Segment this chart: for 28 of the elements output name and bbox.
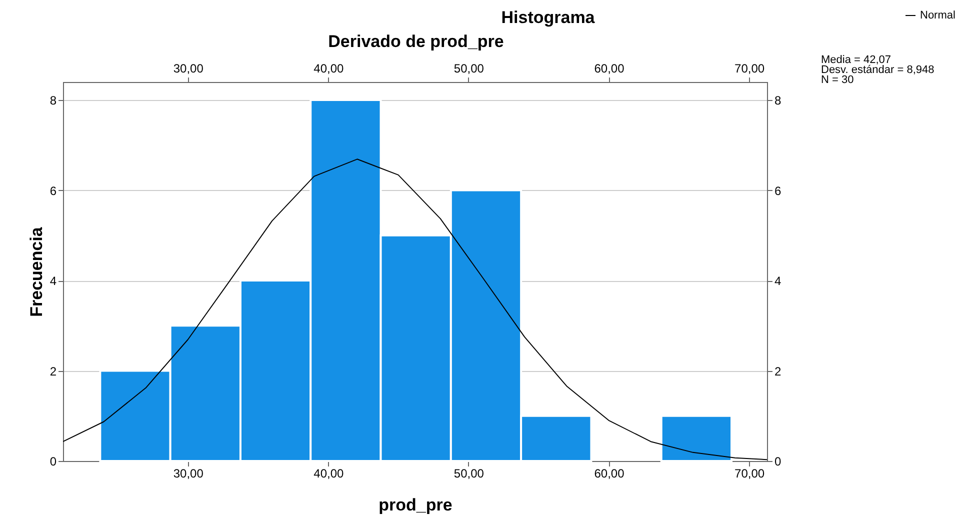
x-tick-label: 30,00: [173, 466, 204, 480]
text: N = 30: [821, 74, 854, 86]
y-tick-label: 2: [50, 364, 57, 378]
x-axis-title: prod_pre: [378, 496, 452, 514]
x2-tick-label: 70,00: [734, 62, 765, 76]
y-axis-title: Frecuencia: [26, 226, 46, 317]
y-tick-label: 4: [50, 274, 57, 288]
text: Media = 42,07: [821, 54, 892, 66]
y-tick-label: 0: [50, 454, 57, 468]
x2-tick-label: 40,00: [314, 62, 344, 76]
x2-tick-label: 60,00: [594, 62, 625, 76]
x-tick-label: 60,00: [594, 466, 625, 480]
y2-tick-label: 4: [774, 274, 782, 288]
y2-tick-label: 0: [774, 454, 782, 468]
y-tick-label: 8: [50, 94, 57, 108]
x2-tick-label: 30,00: [173, 62, 204, 76]
y2-tick-label: 6: [774, 184, 782, 198]
x-tick-label: 50,00: [454, 466, 484, 480]
x-tick-label: 40,00: [314, 466, 344, 480]
y-tick-label: 6: [50, 184, 57, 198]
x2-tick-label: 50,00: [454, 62, 484, 76]
text: Desv. estándar = 8,948: [821, 64, 934, 76]
x-tick-label: 70,00: [734, 466, 765, 480]
chart-subtitle: Derivado de prod_pre: [328, 32, 504, 51]
y2-tick-label: 8: [774, 94, 782, 108]
legend-label: Normal: [920, 10, 956, 22]
y2-tick-label: 2: [774, 364, 782, 378]
chart-title: Histograma: [501, 8, 596, 27]
